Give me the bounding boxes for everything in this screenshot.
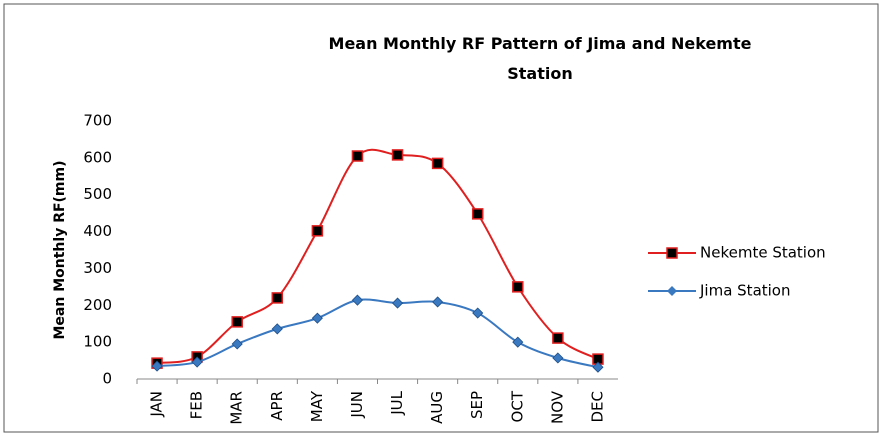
marker [271,292,284,304]
marker [431,157,444,170]
marker [151,360,163,372]
chart-title: Mean Monthly RF Pattern of Jima and Neke… [329,34,752,83]
x-tick-label: JAN [148,391,166,418]
x-tick-label: JUL [388,390,406,415]
marker [592,361,604,373]
y-tick-label: 400 [83,222,112,240]
marker [552,332,564,344]
x-tick-label: FEB [188,391,206,419]
y-tick-label: 200 [83,296,112,314]
marker [391,297,404,309]
legend-item: Nekemte Station [648,244,826,262]
marker [351,150,364,162]
y-tick-label: 300 [83,259,112,277]
y-tick-label: 600 [83,148,112,166]
marker [351,294,364,306]
marker [311,312,323,324]
x-tick-label: MAR [228,391,246,425]
y-axis-title: Mean Monthly RF(mm) [52,160,68,339]
marker [432,296,444,308]
marker [512,336,524,348]
marker [391,149,404,161]
x-tick-label: MAY [308,390,326,422]
chart-frame [3,3,879,433]
x-tick-label: SEP [468,391,486,419]
marker [471,208,484,220]
y-tick-label: 700 [83,112,112,130]
marker [512,281,524,293]
marker [271,323,283,335]
marker [231,316,243,328]
y-tick-label: 100 [83,333,112,351]
legend-marker [666,247,678,259]
marker [231,338,243,350]
x-tick-label: OCT [508,390,526,422]
marker [191,356,203,368]
y-tick-label: 0 [102,370,112,388]
x-tick-label: DEC [588,391,606,423]
x-tick-label: APR [268,391,286,421]
x-tick-label: AUG [428,391,446,424]
legend-marker [667,286,677,296]
legend-label: Jima Station [699,282,791,300]
marker [472,307,484,319]
x-tick-label: JUN [348,391,366,419]
marker [552,352,564,364]
y-tick-label: 500 [83,185,112,203]
x-tick-label: NOV [548,390,566,424]
legend-item: Jima Station [648,282,791,300]
marker [311,225,324,237]
legend-label: Nekemte Station [700,244,826,262]
